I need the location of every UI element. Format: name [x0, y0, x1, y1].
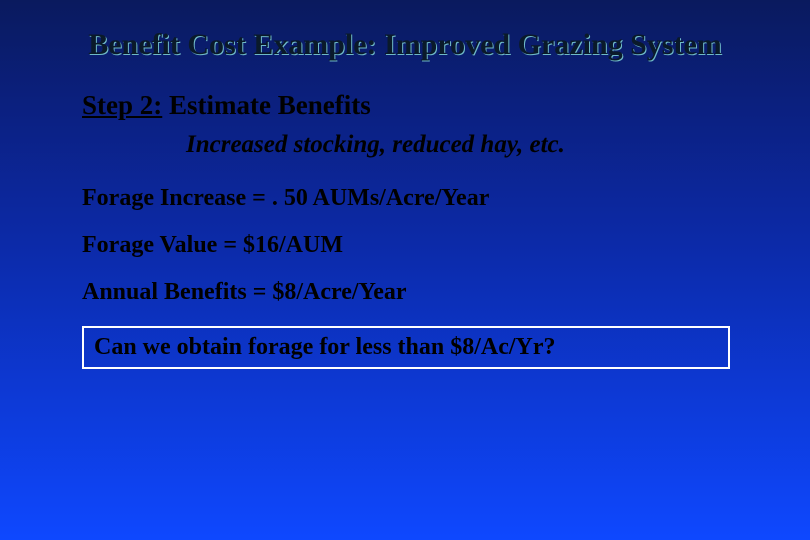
step-heading: Step 2: Estimate Benefits [82, 90, 750, 121]
step-label: Estimate Benefits [162, 90, 370, 120]
line-annual-benefits: Annual Benefits = $8/Acre/Year [82, 279, 750, 306]
boxed-question: Can we obtain forage for less than $8/Ac… [82, 326, 730, 369]
step-subtitle: Increased stocking, reduced hay, etc. [186, 131, 750, 159]
slide-content: Step 2: Estimate Benefits Increased stoc… [82, 90, 750, 369]
step-number: Step 2: [82, 90, 162, 120]
line-forage-increase: Forage Increase = . 50 AUMs/Acre/Year [82, 185, 750, 212]
slide-title: Benefit Cost Example: Improved Grazing S… [30, 28, 780, 62]
slide-container: Benefit Cost Example: Improved Grazing S… [0, 0, 810, 540]
line-forage-value: Forage Value = $16/AUM [82, 232, 750, 259]
